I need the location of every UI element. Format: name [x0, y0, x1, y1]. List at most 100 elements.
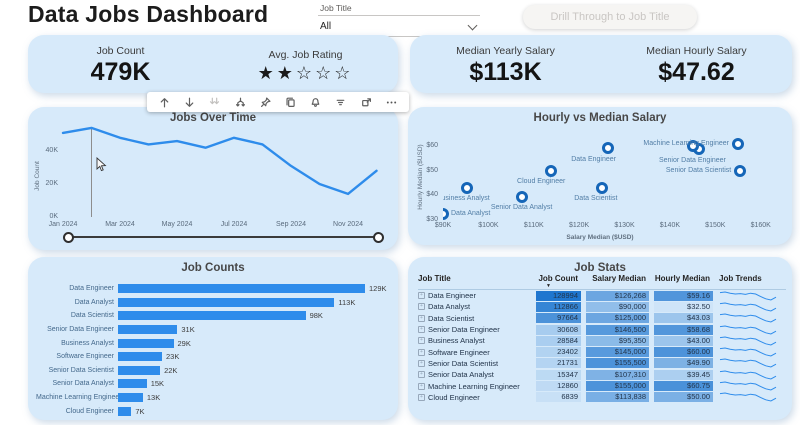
- expand-row-icon[interactable]: +: [418, 292, 425, 300]
- table-row[interactable]: + Software Engineer 23402 $145,000 $60.00: [418, 346, 786, 358]
- table-row[interactable]: + Data Engineer 128994 $126,268 $59.16: [418, 290, 786, 301]
- bar[interactable]: [118, 406, 132, 416]
- jobs-over-time-line[interactable]: [61, 126, 378, 196]
- expand-row-icon[interactable]: +: [418, 337, 425, 345]
- scatter-x-tick-label: $90K: [434, 222, 452, 229]
- expand-row-icon[interactable]: +: [418, 314, 425, 322]
- job-count-cell: 30608: [536, 324, 581, 335]
- table-title: Job Stats: [574, 262, 626, 274]
- scatter-x-axis-title: Salary Median ($USD): [566, 234, 634, 241]
- time-range-slider-handle-start[interactable]: [62, 231, 74, 243]
- scatter-point[interactable]: [461, 181, 474, 194]
- time-range-slider-track[interactable]: [68, 236, 378, 238]
- bar[interactable]: [118, 297, 335, 307]
- scatter-point[interactable]: [732, 138, 744, 151]
- bar[interactable]: [118, 352, 162, 362]
- expand-row-icon[interactable]: +: [418, 359, 425, 367]
- table-row[interactable]: + Machine Learning Engineer 12860 $155,000 $…: [418, 380, 786, 392]
- column-header[interactable]: Hourly Median: [654, 274, 710, 283]
- job-counts-card: Job Counts Data Engineer 129K Data Analyst…: [28, 257, 398, 420]
- sort-descending-icon: ▼: [546, 283, 551, 289]
- kpi-hourly-salary-label: Median Hourly Salary: [646, 45, 747, 57]
- bar[interactable]: [118, 325, 178, 335]
- column-header[interactable]: Salary Median: [592, 274, 646, 283]
- job-trend-sparkline: [719, 313, 779, 323]
- bar-category-label: Cloud Engineer: [65, 407, 114, 415]
- scatter-point[interactable]: [686, 140, 699, 152]
- column-header[interactable]: Job Title: [418, 274, 451, 283]
- expand-row-icon[interactable]: +: [418, 382, 425, 390]
- star-rating: ★★☆☆☆: [258, 64, 354, 82]
- job-count-cell: 128994: [536, 290, 581, 301]
- table-row[interactable]: + Senior Data Analyst 15347 $107,310 $39.45: [418, 369, 786, 380]
- table-row[interactable]: + Data Analyst 112866 $90,000 $32.50: [418, 301, 786, 312]
- kpi-job-rating: Avg. Job Rating ★★☆☆☆: [213, 35, 398, 93]
- job-title-cell: + Data Analyst: [418, 302, 536, 311]
- line-chart-plot[interactable]: [28, 107, 398, 250]
- job-title-text: Software Engineer: [428, 347, 490, 357]
- table-row[interactable]: + Senior Data Engineer 30608 $146,500 $58.68: [418, 324, 786, 335]
- job-title-cell: + Senior Data Analyst: [418, 370, 536, 379]
- kpi-card-left: Job Count 479K Avg. Job Rating ★★☆☆☆: [28, 35, 398, 93]
- drill-down-icon[interactable]: [183, 96, 196, 109]
- table-row[interactable]: + Senior Data Scientist 21731 $155,500 $49.9…: [418, 358, 786, 369]
- table-row[interactable]: + Business Analyst 28584 $95,350 $43.00: [418, 335, 786, 346]
- bar-row: Data Scientist 98K: [36, 309, 390, 323]
- scatter-plot-area: Data Engineer Data Analyst Data Scientist S…: [443, 137, 765, 227]
- salary-median-cell: $145,000: [586, 347, 649, 358]
- kpi-hourly-salary-value: $47.62: [658, 58, 735, 86]
- expand-row-icon[interactable]: +: [418, 348, 425, 356]
- scatter-point[interactable]: [515, 190, 528, 203]
- scatter-point[interactable]: [443, 207, 449, 220]
- bar[interactable]: [118, 393, 143, 403]
- table-row[interactable]: + Cloud Engineer 6839 $113,838 $50.00: [418, 392, 786, 403]
- bar[interactable]: [118, 338, 174, 348]
- kpi-hourly-salary: Median Hourly Salary $47.62: [601, 35, 792, 93]
- drill-up-icon[interactable]: [158, 96, 171, 109]
- bar-value-label: 113K: [338, 297, 356, 307]
- pin-icon[interactable]: [259, 96, 272, 109]
- expand-row-icon[interactable]: +: [418, 393, 425, 401]
- bar[interactable]: [118, 379, 147, 389]
- job-count-cell: 112866: [536, 301, 581, 312]
- column-header[interactable]: Job Trends: [719, 274, 762, 283]
- job-title-text: Machine Learning Engineer: [428, 381, 520, 391]
- expand-row-icon[interactable]: +: [418, 303, 425, 311]
- copy-icon[interactable]: [284, 96, 297, 109]
- bar-value-label: 31K: [181, 325, 195, 335]
- bar[interactable]: [118, 284, 365, 294]
- time-range-slider-handle-end[interactable]: [372, 231, 384, 243]
- bar[interactable]: [118, 365, 161, 375]
- more-options-icon[interactable]: [385, 96, 398, 109]
- salary-median-cell: $113,838: [586, 392, 649, 403]
- go-to-next-level-icon[interactable]: [208, 96, 221, 109]
- scatter-point[interactable]: [734, 164, 747, 177]
- job-count-cell: 23402: [536, 347, 581, 358]
- job-count-cell: 21731: [536, 358, 581, 369]
- expand-all-down-icon[interactable]: [234, 96, 247, 109]
- expand-row-icon[interactable]: +: [418, 371, 425, 379]
- job-stats-table: Job Title Job Count Salary Median Hourly Me…: [418, 274, 786, 403]
- expand-row-icon[interactable]: +: [418, 326, 425, 334]
- alert-icon[interactable]: [309, 96, 322, 109]
- filter-icon[interactable]: [334, 96, 347, 109]
- scatter-point[interactable]: [595, 181, 608, 194]
- scatter-y-tick-label: $30: [426, 216, 438, 223]
- slicer-dropdown[interactable]: All: [318, 16, 480, 37]
- scatter-point[interactable]: [545, 164, 558, 177]
- job-title-slicer: Job Title All: [318, 2, 480, 37]
- bar-value-label: 129K: [369, 284, 387, 294]
- hourly-median-cell: $60.00: [654, 347, 713, 358]
- column-header[interactable]: Job Count: [538, 274, 578, 283]
- job-title-text: Data Analyst: [428, 302, 471, 312]
- focus-mode-icon[interactable]: [360, 96, 373, 109]
- job-trend-sparkline: [719, 302, 779, 312]
- scatter-point-label: Cloud Engineer: [517, 178, 566, 186]
- job-title-cell: + Software Engineer: [418, 348, 536, 357]
- job-trend-sparkline: [719, 370, 779, 380]
- table-row[interactable]: + Data Scientist 97664 $125,000 $43.03: [418, 313, 786, 324]
- scatter-point[interactable]: [601, 142, 614, 155]
- bar[interactable]: [118, 311, 306, 321]
- drill-through-button[interactable]: Drill Through to Job Title: [523, 5, 697, 29]
- job-title-cell: + Business Analyst: [418, 336, 536, 345]
